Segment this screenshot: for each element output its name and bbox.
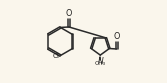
Text: CH₃: CH₃ <box>95 61 106 66</box>
Text: O: O <box>66 9 72 18</box>
Text: N: N <box>97 57 103 66</box>
Text: O: O <box>114 32 120 41</box>
Text: Cl: Cl <box>52 53 59 59</box>
